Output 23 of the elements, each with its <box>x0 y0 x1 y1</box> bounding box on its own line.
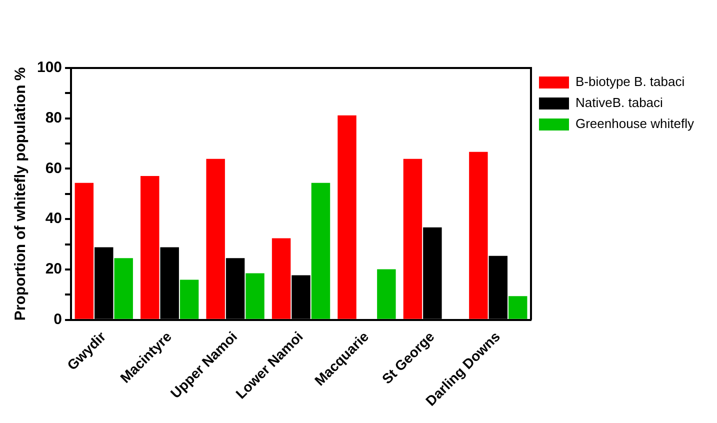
bar <box>311 182 330 319</box>
bar <box>114 258 133 319</box>
y-tick-label: 60 <box>45 160 62 177</box>
bar <box>272 238 291 319</box>
bar <box>508 296 528 319</box>
y-axis-title: Proportion of whitefly population % <box>12 67 30 321</box>
bar <box>206 158 225 319</box>
bar <box>338 115 356 319</box>
y-tick-label: 20 <box>45 260 62 278</box>
bar <box>74 182 94 319</box>
bar <box>246 273 264 319</box>
y-tick-label: 100 <box>36 59 62 76</box>
legend-label: NativeB. tabaci <box>575 95 664 110</box>
bar <box>403 158 422 319</box>
y-tick-label: 80 <box>45 110 62 127</box>
legend-label: B-biotype B. tabaci <box>575 74 685 90</box>
y-tick-label: 0 <box>54 310 62 328</box>
y-tick-label: 40 <box>45 210 62 228</box>
legend-label: Greenhouse whitefly <box>575 116 694 132</box>
bar <box>180 280 199 319</box>
bar <box>377 269 396 319</box>
bar <box>469 152 488 319</box>
bar <box>140 176 160 319</box>
